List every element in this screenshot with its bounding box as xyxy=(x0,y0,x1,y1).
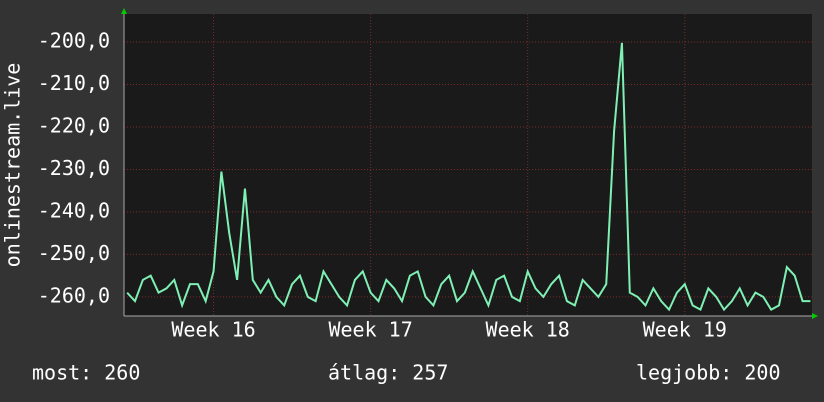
y-tick-label: -250,0 xyxy=(38,241,110,265)
y-tick-label: -260,0 xyxy=(38,283,110,307)
x-tick-label: Week 17 xyxy=(328,318,412,342)
y-tick-label: -220,0 xyxy=(38,113,110,137)
axis-arrow xyxy=(812,313,818,319)
stat-average: átlag: 257 xyxy=(328,361,448,385)
y-tick-label: -240,0 xyxy=(38,198,110,222)
x-tick-label: Week 18 xyxy=(486,318,570,342)
stat-current: most: 260 xyxy=(32,361,140,385)
stat-best: legjobb: 200 xyxy=(636,361,781,385)
axis-arrow xyxy=(121,8,127,14)
y-tick-label: -210,0 xyxy=(38,71,110,95)
y-axis-label: onlinestream.live xyxy=(1,63,25,268)
y-tick-label: -230,0 xyxy=(38,156,110,180)
data-line xyxy=(126,42,811,312)
x-tick-label: Week 16 xyxy=(171,318,255,342)
plot-area xyxy=(124,14,812,316)
y-tick-label: -200,0 xyxy=(38,29,110,53)
x-tick-label: Week 19 xyxy=(643,318,727,342)
